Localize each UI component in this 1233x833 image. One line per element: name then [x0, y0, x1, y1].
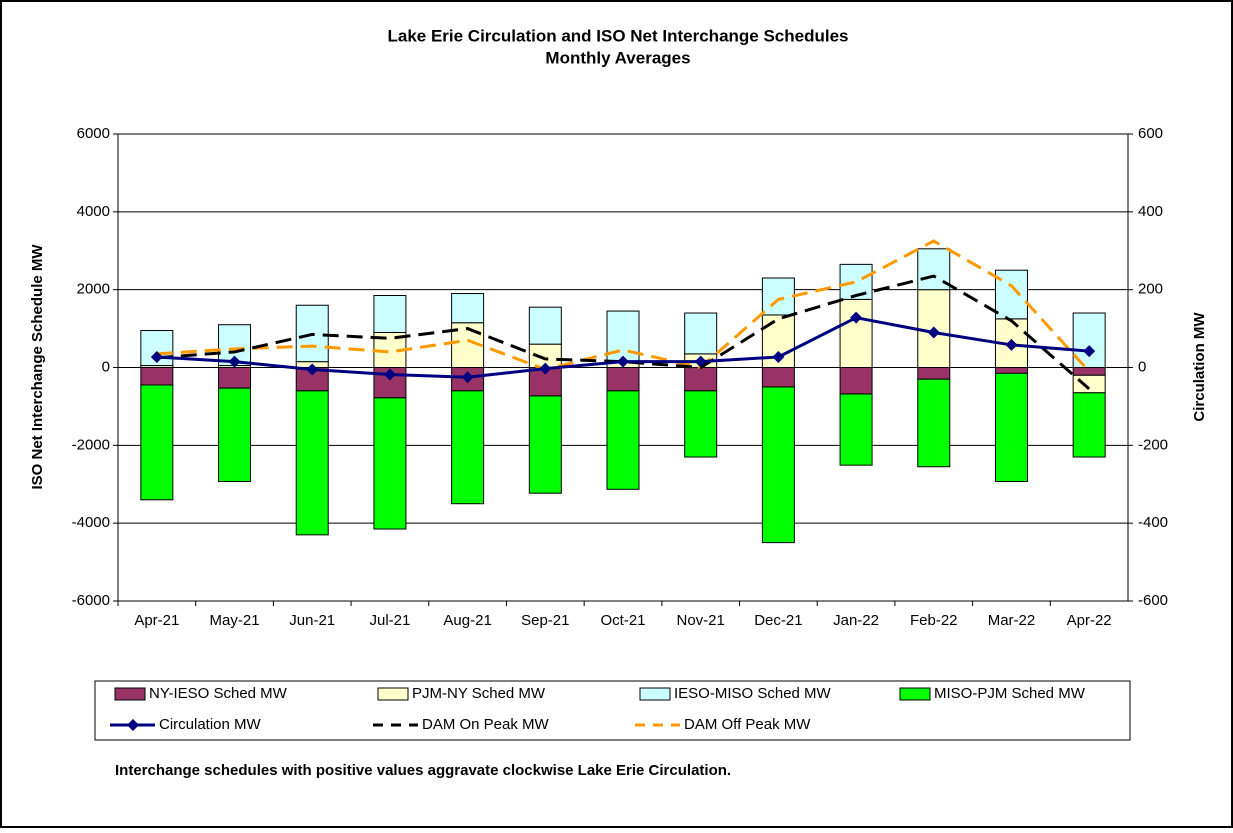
bar	[606, 390, 640, 490]
legend-swatch	[377, 687, 409, 701]
legend-label: IESO-MISO Sched MW	[674, 685, 832, 702]
y-tick-label: 0	[102, 358, 110, 375]
x-tick-label: Dec-21	[754, 612, 802, 629]
bar	[528, 395, 562, 494]
bar	[994, 372, 1028, 483]
chart-subtitle: Monthly Averages	[545, 48, 690, 67]
x-tick-label: May-21	[210, 612, 260, 629]
marker	[461, 371, 474, 384]
legend-label: DAM Off Peak MW	[684, 716, 811, 733]
x-tick-label: Aug-21	[443, 612, 491, 629]
legend-swatch	[899, 687, 931, 701]
bar	[451, 293, 485, 324]
y2-tick-label: 0	[1138, 358, 1146, 375]
legend-label: NY-IESO Sched MW	[149, 685, 288, 702]
marker	[1005, 338, 1018, 351]
bar	[684, 312, 718, 355]
legend-label: Circulation MW	[159, 716, 262, 733]
bar	[140, 330, 174, 367]
legend-label: PJM-NY Sched MW	[412, 685, 546, 702]
bar	[1072, 392, 1106, 458]
bar	[1072, 367, 1106, 376]
marker	[694, 355, 707, 368]
x-tick-label: Sep-21	[521, 612, 569, 629]
bar	[140, 367, 174, 386]
y-tick-label: -4000	[72, 514, 110, 531]
legend-swatch	[639, 687, 671, 701]
bar	[1072, 374, 1106, 394]
x-tick-label: Jan-22	[833, 612, 879, 629]
x-tick-label: Jul-21	[369, 612, 410, 629]
marker	[150, 350, 163, 363]
bar	[140, 384, 174, 501]
bar	[218, 387, 252, 483]
marker	[850, 311, 863, 324]
y-tick-label: -6000	[72, 592, 110, 609]
bar	[839, 367, 873, 395]
x-tick-label: Jun-21	[289, 612, 335, 629]
marker	[1083, 345, 1096, 358]
y-tick-label: 6000	[77, 125, 110, 142]
bar	[295, 390, 329, 536]
bar	[684, 367, 718, 392]
x-tick-label: Oct-21	[600, 612, 645, 629]
y2-tick-label: 200	[1138, 281, 1163, 298]
bar	[917, 367, 951, 380]
bar	[373, 295, 407, 333]
bar	[761, 386, 795, 544]
x-tick-label: Feb-22	[910, 612, 958, 629]
bar	[839, 298, 873, 369]
bar	[606, 367, 640, 392]
bar	[994, 269, 1028, 320]
y2-tick-label: -200	[1138, 436, 1168, 453]
marker	[228, 355, 241, 368]
x-tick-label: Apr-22	[1067, 612, 1112, 629]
marker	[306, 363, 319, 376]
y-tick-label: 4000	[77, 203, 110, 220]
marker	[617, 355, 629, 368]
bar	[218, 367, 252, 389]
legend-label: DAM On Peak MW	[422, 716, 550, 733]
series-line	[156, 239, 1091, 373]
note: Interchange schedules with positive valu…	[115, 762, 731, 779]
marker	[539, 362, 552, 375]
bar	[528, 306, 562, 345]
legend-swatch	[114, 687, 146, 701]
bar	[373, 397, 407, 530]
y2-tick-label: -600	[1138, 592, 1168, 609]
legend-box	[94, 680, 1131, 741]
bar	[917, 378, 951, 468]
y-tick-label: 2000	[77, 281, 110, 298]
bar	[839, 393, 873, 466]
x-tick-label: Apr-21	[134, 612, 179, 629]
marker	[772, 350, 785, 363]
chart-title: Lake Erie Circulation and ISO Net Interc…	[387, 26, 848, 45]
bar	[994, 367, 1028, 374]
y2-tick-label: 400	[1138, 203, 1163, 220]
bar	[761, 367, 795, 388]
y2-axis-title: Circulation MW	[1191, 312, 1208, 422]
y2-tick-label: -400	[1138, 514, 1168, 531]
bar	[761, 277, 795, 316]
x-tick-label: Mar-22	[988, 612, 1036, 629]
series-line	[156, 274, 1091, 391]
marker	[383, 368, 396, 381]
y-tick-label: -2000	[72, 436, 110, 453]
bar	[684, 390, 718, 458]
x-tick-label: Nov-21	[677, 612, 725, 629]
legend-marker	[127, 719, 139, 731]
legend-label: MISO-PJM Sched MW	[934, 685, 1086, 702]
marker	[927, 326, 940, 339]
y-axis-title: ISO Net Interchange Schedule MW	[29, 244, 46, 490]
bar	[839, 263, 873, 300]
y2-tick-label: 600	[1138, 125, 1163, 142]
bar	[451, 390, 485, 505]
